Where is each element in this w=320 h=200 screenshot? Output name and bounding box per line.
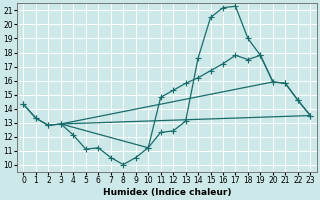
X-axis label: Humidex (Indice chaleur): Humidex (Indice chaleur): [103, 188, 231, 197]
